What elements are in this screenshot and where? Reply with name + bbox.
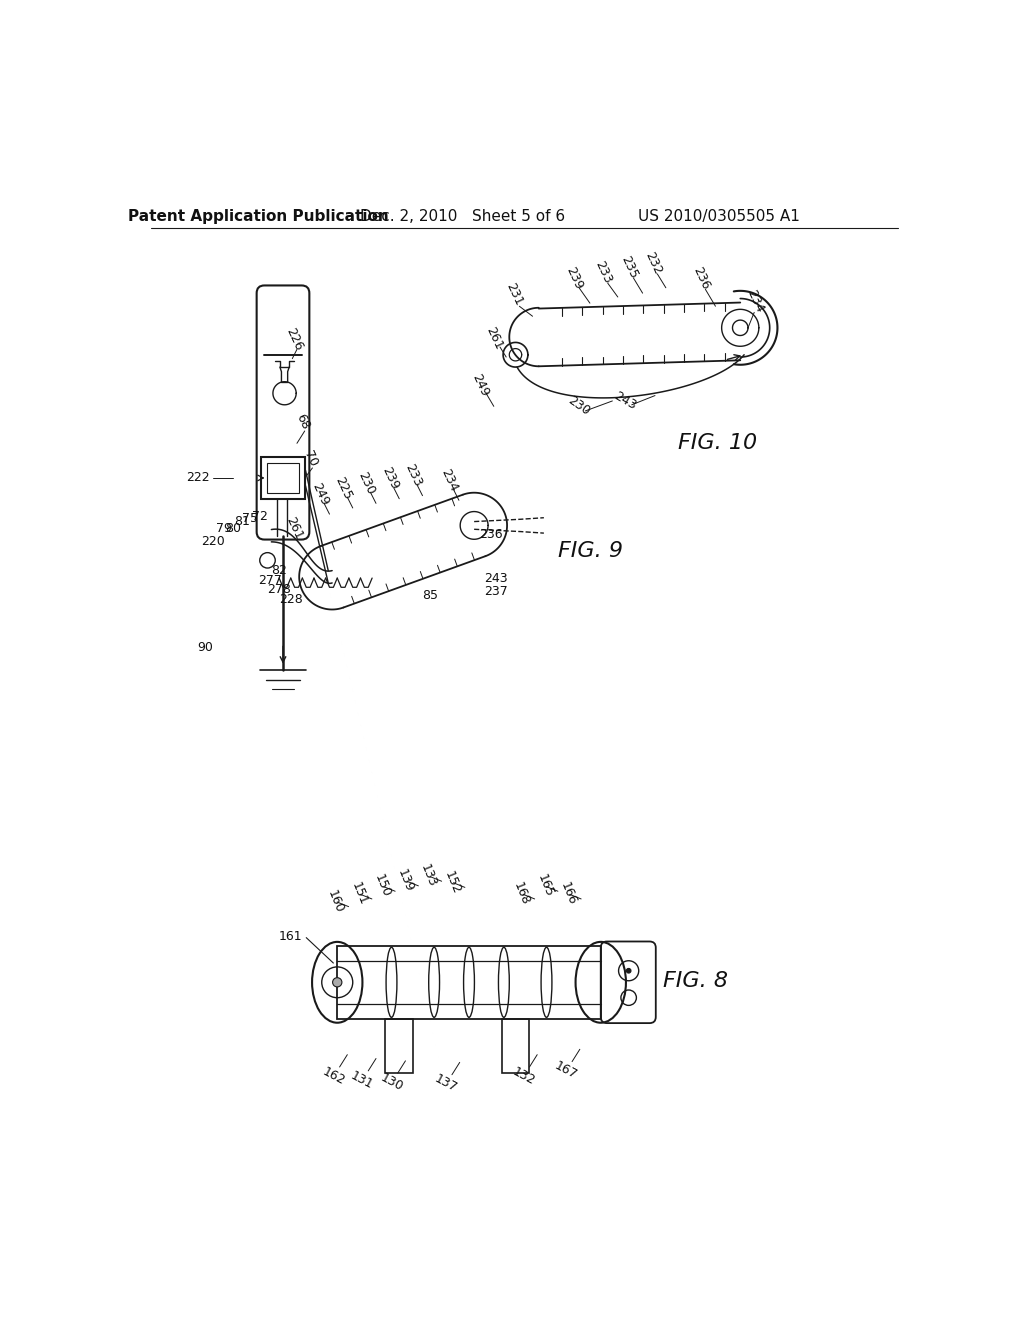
Text: 233: 233 (402, 462, 424, 490)
Text: 139: 139 (395, 867, 416, 894)
Text: FIG. 9: FIG. 9 (558, 541, 624, 561)
Text: 151: 151 (348, 880, 370, 907)
Text: 230: 230 (565, 395, 593, 418)
Bar (260, 457, 305, 499)
Text: 222: 222 (186, 471, 210, 484)
Text: 233: 233 (592, 259, 614, 286)
Circle shape (627, 969, 631, 973)
Text: 230: 230 (355, 470, 378, 496)
Text: 277: 277 (258, 574, 282, 587)
Text: 132: 132 (510, 1065, 537, 1088)
Bar (385, 1019, 414, 1073)
Text: 161: 161 (279, 929, 302, 942)
Text: 236: 236 (690, 264, 713, 292)
Text: 234: 234 (744, 288, 767, 314)
Text: 68: 68 (293, 412, 311, 432)
Text: 131: 131 (348, 1069, 376, 1092)
Text: 82: 82 (271, 564, 287, 577)
Bar (337, 945, 601, 1019)
Text: 150: 150 (372, 873, 392, 899)
Text: 234: 234 (438, 467, 461, 494)
Text: Patent Application Publication: Patent Application Publication (128, 209, 388, 223)
Text: 220: 220 (202, 535, 225, 548)
Text: 133: 133 (418, 863, 439, 890)
Text: 235: 235 (618, 255, 640, 281)
Text: 162: 162 (319, 1065, 347, 1088)
Bar (502, 1019, 529, 1073)
Text: 236: 236 (479, 528, 503, 541)
Bar (266, 462, 299, 494)
Text: 168: 168 (511, 880, 532, 907)
Circle shape (333, 978, 342, 987)
Text: 90: 90 (198, 640, 213, 653)
Text: 75: 75 (243, 512, 258, 525)
Text: 249: 249 (309, 480, 331, 508)
Text: FIG. 10: FIG. 10 (678, 433, 758, 453)
Text: 231: 231 (503, 281, 525, 308)
Text: 243: 243 (612, 389, 639, 412)
Text: 70: 70 (301, 449, 319, 469)
Text: FIG. 8: FIG. 8 (663, 970, 728, 991)
Text: 72: 72 (252, 510, 267, 523)
Text: 167: 167 (552, 1060, 580, 1082)
Text: Dec. 2, 2010   Sheet 5 of 6: Dec. 2, 2010 Sheet 5 of 6 (360, 209, 565, 223)
Text: 278: 278 (267, 583, 291, 597)
Text: 152: 152 (441, 869, 463, 896)
Text: 81: 81 (234, 515, 250, 528)
Text: 225: 225 (333, 474, 354, 502)
Text: 166: 166 (558, 880, 579, 907)
Text: 80: 80 (224, 521, 241, 535)
Text: 130: 130 (378, 1071, 406, 1094)
Text: 85: 85 (422, 589, 438, 602)
Text: 228: 228 (279, 593, 303, 606)
Text: 232: 232 (643, 249, 665, 277)
Text: 261: 261 (483, 325, 505, 351)
Text: 249: 249 (470, 372, 492, 399)
Text: 165: 165 (535, 873, 555, 899)
Text: 226: 226 (284, 326, 305, 352)
Text: 243: 243 (484, 572, 508, 585)
Text: US 2010/0305505 A1: US 2010/0305505 A1 (638, 209, 800, 223)
Text: 239: 239 (379, 465, 400, 492)
Text: 261: 261 (284, 515, 305, 541)
Text: 160: 160 (326, 888, 346, 915)
Text: 237: 237 (484, 585, 508, 598)
Text: 137: 137 (432, 1073, 460, 1096)
Text: 79: 79 (216, 521, 232, 535)
Text: 239: 239 (563, 264, 586, 292)
